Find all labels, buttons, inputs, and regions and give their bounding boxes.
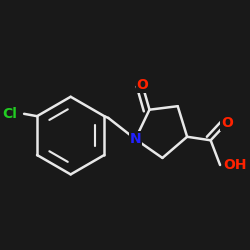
Text: O: O <box>221 116 233 130</box>
Text: N: N <box>130 132 141 146</box>
Text: OH: OH <box>224 158 247 172</box>
Text: O: O <box>136 78 148 92</box>
Text: Cl: Cl <box>2 107 17 121</box>
